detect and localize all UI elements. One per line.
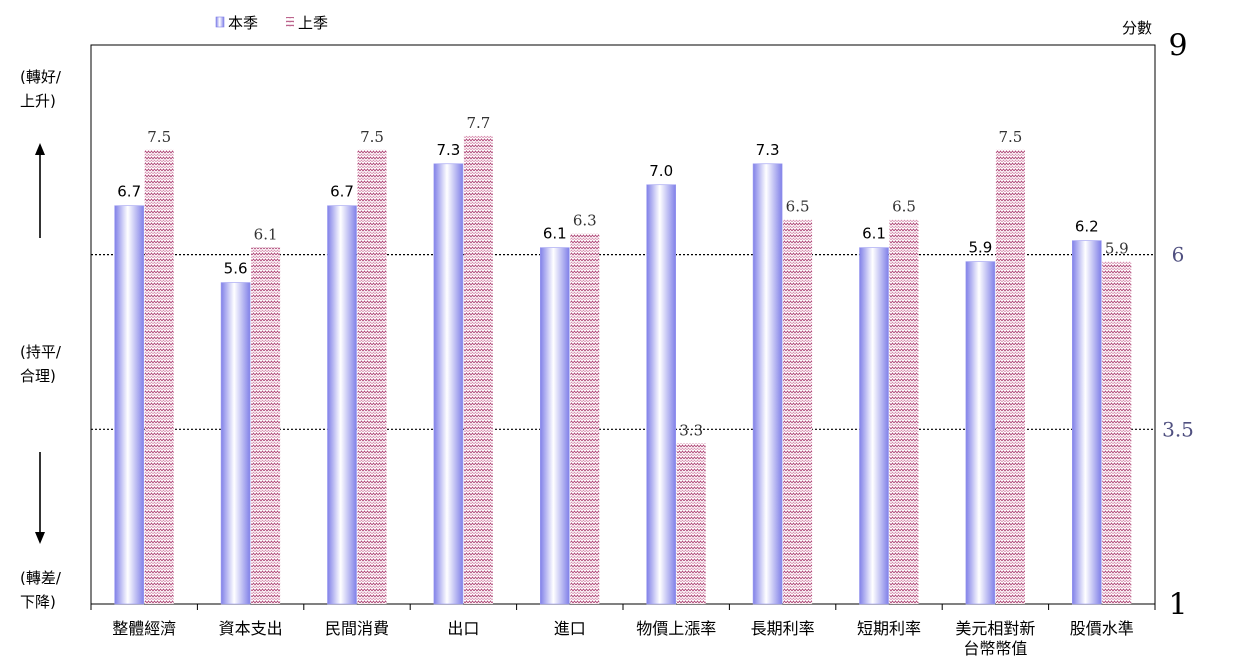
bar-current-6 (752, 163, 783, 605)
y-axis-ticks: 963.51 (1162, 29, 1194, 623)
bar-previous-7 (889, 219, 919, 604)
value-label-previous-4: 6.3 (573, 212, 597, 230)
label-down-line2: 下降) (20, 593, 56, 611)
category-label-6: 長期利率 (751, 619, 815, 638)
bar-current-7 (859, 247, 889, 605)
bar-previous-1 (251, 247, 281, 604)
value-label-previous-2: 7.5 (360, 128, 384, 146)
label-up-line2: 上升) (20, 92, 56, 110)
y-tick-label-3: 1 (1168, 588, 1187, 623)
value-label-current-8: 5.9 (968, 239, 992, 257)
value-label-current-3: 7.3 (436, 141, 460, 159)
bar-previous-6 (783, 219, 813, 604)
value-label-current-0: 6.7 (117, 183, 141, 201)
category-label-2: 民間消費 (325, 619, 389, 638)
label-mid-line2: 合理) (20, 367, 56, 385)
label-up-line1: (轉好/ (20, 68, 62, 86)
value-label-previous-0: 7.5 (147, 128, 171, 146)
x-axis-ticks (90, 604, 1156, 610)
bar-current-1 (220, 282, 251, 605)
category-label-3: 出口 (447, 619, 479, 638)
legend: 本季 上季 (215, 14, 328, 32)
arrow-down-icon (35, 452, 45, 544)
legend-swatch-current (215, 16, 225, 28)
category-label-5: 物價上漲率 (636, 619, 716, 638)
left-annotations: (轉好/ 上升) (持平/ 合理) (轉差/ 下降) (20, 68, 62, 611)
value-label-previous-5: 3.3 (679, 421, 703, 439)
category-label-7: 短期利率 (857, 619, 921, 638)
value-label-previous-7: 6.5 (892, 198, 916, 216)
value-label-previous-3: 7.7 (466, 114, 490, 132)
bar-current-2 (327, 205, 357, 605)
bar-current-8 (965, 261, 996, 605)
bars: 6.7 7.5 5.6 6.1 6.7 7.5 7.3 7.7 6.1 6.3 7.0 3.3 7.3 6… (114, 114, 1132, 605)
reference-lines (91, 254, 1155, 430)
plot-area (90, 44, 1156, 605)
value-label-current-5: 7.0 (649, 162, 673, 180)
label-down-line1: (轉差/ (20, 569, 62, 587)
bar-previous-3 (463, 135, 493, 604)
bar-current-5 (646, 184, 677, 605)
y-axis-title: 分數 (1122, 19, 1152, 37)
value-label-current-1: 5.6 (224, 260, 248, 278)
bar-previous-0 (144, 149, 174, 604)
bar-current-0 (114, 205, 144, 605)
bar-current-3 (433, 163, 464, 605)
value-label-current-7: 6.1 (862, 225, 886, 243)
y-tick-label-2: 3.5 (1162, 417, 1194, 441)
value-label-current-4: 6.1 (543, 225, 567, 243)
value-label-current-6: 7.3 (756, 141, 780, 159)
bar-current-9 (1072, 240, 1102, 605)
value-label-previous-1: 6.1 (254, 226, 278, 244)
arrow-up-icon (35, 143, 45, 238)
value-label-previous-6: 6.5 (786, 198, 810, 216)
legend-swatch-previous (286, 17, 294, 27)
category-label-4: 進口 (554, 619, 586, 638)
bar-previous-5 (676, 443, 706, 604)
category-label-8-line0: 美元相對新 (955, 619, 1035, 638)
category-label-8-line1: 台幣幣值 (963, 639, 1027, 658)
bar-previous-2 (357, 149, 387, 604)
label-mid-line1: (持平/ (20, 343, 62, 361)
legend-label-previous: 上季 (298, 14, 328, 32)
category-label-0: 整體經濟 (112, 619, 176, 638)
value-label-current-2: 6.7 (330, 183, 354, 201)
bar-previous-4 (570, 233, 600, 604)
value-label-current-9: 6.2 (1075, 218, 1099, 236)
y-tick-label-1: 6 (1172, 243, 1185, 267)
category-label-9: 股價水準 (1070, 619, 1134, 638)
category-label-1: 資本支出 (219, 619, 283, 638)
bar-current-4 (539, 247, 570, 605)
legend-label-current: 本季 (228, 14, 258, 32)
bar-previous-8 (995, 149, 1025, 604)
y-tick-label-0: 9 (1168, 29, 1187, 64)
value-label-previous-8: 7.5 (998, 128, 1022, 146)
value-label-previous-9: 5.9 (1105, 240, 1129, 258)
bar-previous-9 (1102, 261, 1132, 604)
